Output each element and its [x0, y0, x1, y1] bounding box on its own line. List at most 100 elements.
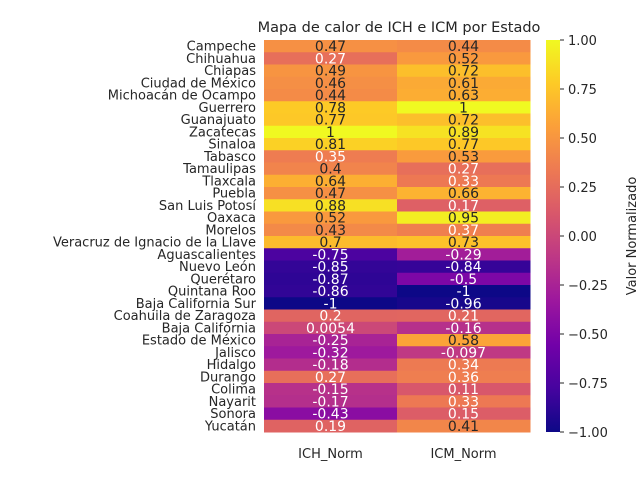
cell-value-label: -0.85: [312, 260, 348, 276]
heatmap-cell: [264, 199, 398, 212]
cell-value-label: 0.53: [448, 149, 479, 165]
cell-value-label: -0.25: [312, 333, 348, 349]
row-label: Baja California Sur: [136, 297, 257, 312]
cell-value-label: 1: [326, 125, 335, 141]
heatmap-cell: [264, 113, 398, 127]
heatmap-cell: [264, 370, 398, 384]
cell-value-label: -0.86: [312, 284, 348, 300]
heatmap-cell: [397, 383, 531, 396]
heatmap-cell: [397, 150, 531, 163]
cell-value-label: 0.27: [448, 162, 479, 178]
heatmap-cell: [397, 125, 531, 139]
colorbar-tick-label: 0.50: [568, 132, 597, 147]
heatmap-cell: [264, 248, 398, 261]
heatmap-cell: [397, 52, 531, 65]
heatmap-cell: [397, 138, 531, 151]
cell-value-label: -0.17: [312, 394, 348, 410]
heatmap-cell: [264, 101, 398, 114]
row-label: Durango: [200, 370, 256, 385]
heatmap-cell: [397, 113, 531, 127]
row-label: Aguascalientes: [157, 248, 256, 263]
row-label: Veracruz de Ignacio de la Llave: [53, 236, 256, 251]
heatmap-cell: [397, 64, 531, 78]
row-label: Nayarit: [209, 395, 256, 410]
cell-value-label: 0.17: [448, 198, 479, 214]
row-label: San Luis Potosí: [159, 199, 257, 214]
row-label: Guanajuato: [181, 113, 256, 128]
heatmap-cell: [397, 101, 531, 114]
cell-value-label: -0.96: [445, 296, 481, 312]
cell-value-label: 0.52: [448, 51, 479, 67]
cell-value-label: 1: [459, 100, 468, 116]
heatmap-cell: [397, 248, 531, 261]
row-label: Guerrero: [199, 101, 257, 116]
chart-title: Mapa de calor de ICH e ICM por Estado: [258, 20, 541, 36]
heatmap-cell: [264, 187, 398, 200]
colorbar-ticks: 1.00 0.75 0.50 0.25 0.00 −0.25 −0.50 −0.75 −1.00: [560, 34, 608, 441]
cell-value-label: 0.63: [448, 88, 479, 104]
heatmap-cell: [397, 40, 531, 53]
heatmap-cell: [264, 174, 398, 188]
row-label: Tabasco: [203, 150, 256, 165]
heatmap-cell: [264, 150, 398, 163]
row-label: Chihuahua: [186, 52, 256, 67]
row-label: Baja California: [162, 321, 256, 336]
cell-value-label: -0.75: [312, 247, 348, 263]
cell-value-label: -0.18: [312, 358, 348, 374]
cell-value-label: 0.7: [319, 235, 341, 251]
heatmap-cell: [264, 395, 398, 408]
heatmap-cell: [397, 321, 531, 335]
cell-value-label: 0.36: [448, 370, 479, 386]
column-label: ICM_Norm: [430, 447, 496, 462]
cell-value-label: 0.11: [448, 382, 479, 398]
cell-value-label: 0.37: [448, 223, 479, 239]
heatmap-cell-labels: 0.47 0.44 0.27 0.52 0.49 0.72 0.46 0.61 0.44 0.63…: [306, 39, 486, 435]
cell-value-label: 0.77: [315, 113, 346, 129]
cell-value-label: 0.58: [448, 333, 479, 349]
heatmap-cell: [264, 52, 398, 65]
cell-value-label: 0.88: [315, 198, 346, 214]
row-label: Yucatán: [204, 419, 256, 434]
heatmap-cell: [397, 211, 531, 225]
heatmap-cell: [397, 297, 531, 310]
heatmap-cell: [264, 383, 398, 396]
row-label: Coahuila de Zaragoza: [114, 309, 256, 324]
cell-value-label: 0.81: [315, 137, 346, 153]
heatmap-cell: [264, 76, 398, 90]
heatmap-cell: [397, 174, 531, 188]
cell-value-label: 0.61: [448, 76, 479, 92]
heatmap-cell: [397, 346, 531, 359]
colorbar-tick-label: 0.25: [568, 181, 597, 196]
heatmap-cell: [264, 346, 398, 359]
cell-value-label: 0.47: [315, 39, 346, 55]
heatmap-cell: [264, 407, 398, 421]
heatmap-cell: [397, 334, 531, 347]
row-label: Zacatecas: [189, 125, 256, 140]
heatmap-cell: [264, 89, 398, 102]
cell-value-label: -1: [457, 284, 471, 300]
heatmap-cell: [397, 395, 531, 408]
heatmap-cell: [264, 138, 398, 151]
cell-value-label: -0.097: [441, 345, 486, 361]
cell-value-label: 0.89: [448, 125, 479, 141]
row-label: Morelos: [205, 223, 256, 238]
row-label: Tamaulipas: [182, 162, 256, 177]
heatmap-cell: [264, 309, 398, 323]
colorbar-tick-label: 0.75: [568, 83, 597, 98]
heatmap-cell: [264, 334, 398, 347]
colorbar-tick-label: −0.25: [568, 279, 608, 294]
colorbar-tick-label: 0.00: [568, 230, 597, 245]
cell-value-label: 0.27: [315, 51, 346, 67]
cell-value-label: 0.72: [448, 113, 479, 129]
cell-value-label: 0.78: [315, 100, 346, 116]
colorbar-tick-label: −0.75: [568, 377, 608, 392]
heatmap-cell: [264, 125, 398, 139]
heatmap-cells: [264, 40, 531, 433]
heatmap-cell: [397, 407, 531, 421]
cell-value-label: 0.66: [448, 186, 479, 202]
colorbar-tick-label: −1.00: [568, 426, 608, 441]
cell-value-label: -0.16: [445, 321, 481, 337]
heatmap-cell: [264, 285, 398, 298]
